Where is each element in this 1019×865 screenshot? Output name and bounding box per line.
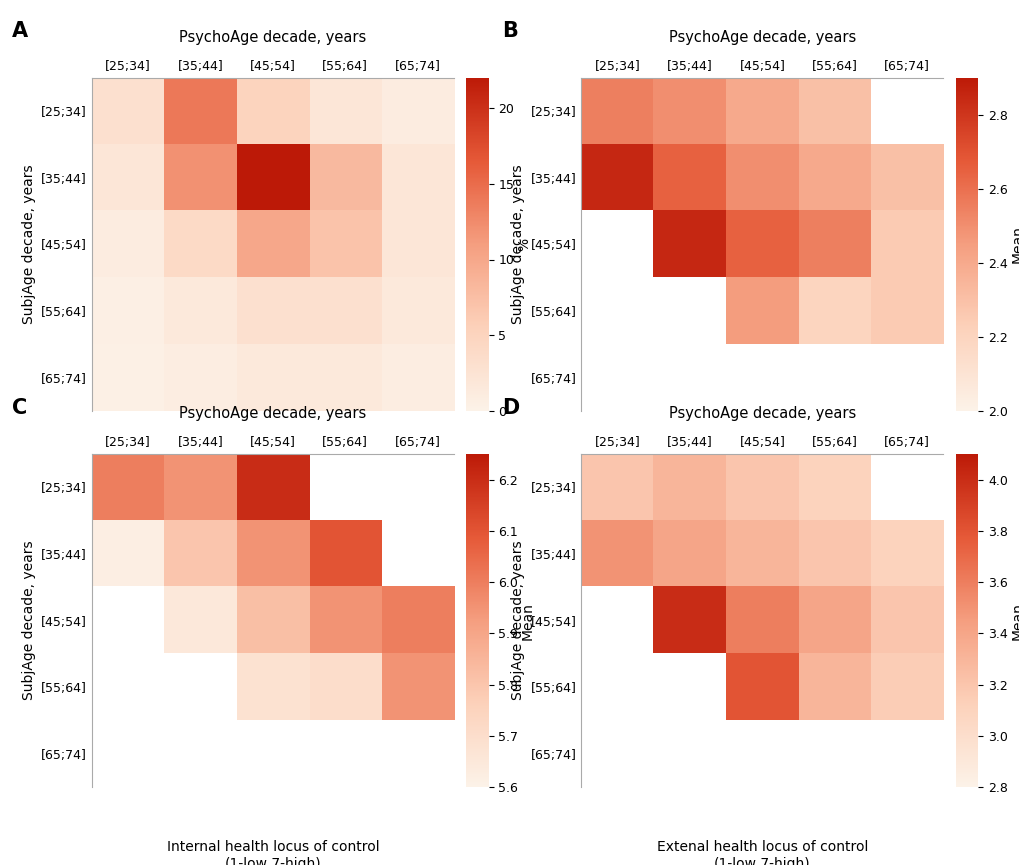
Y-axis label: SubjAge decade, years: SubjAge decade, years xyxy=(511,164,525,324)
Text: C: C xyxy=(12,398,28,418)
Y-axis label: Mean: Mean xyxy=(1010,602,1019,639)
Title: PsychoAge decade, years: PsychoAge decade, years xyxy=(179,29,366,45)
Y-axis label: Mean: Mean xyxy=(1010,226,1019,263)
Y-axis label: SubjAge decade, years: SubjAge decade, years xyxy=(21,164,36,324)
Text: A: A xyxy=(12,22,29,42)
Text: D: D xyxy=(501,398,519,418)
Text: Internal health locus of control
(1-low,7-high): Internal health locus of control (1-low,… xyxy=(166,841,379,865)
Y-axis label: SubjAge decade, years: SubjAge decade, years xyxy=(511,541,525,701)
Y-axis label: Mean: Mean xyxy=(521,602,535,639)
Title: PsychoAge decade, years: PsychoAge decade, years xyxy=(668,29,855,45)
Title: PsychoAge decade, years: PsychoAge decade, years xyxy=(668,406,855,421)
Title: PsychoAge decade, years: PsychoAge decade, years xyxy=(179,406,366,421)
Text: Neuroticism personality trait
(1-low,4-high): Neuroticism personality trait (1-low,4-h… xyxy=(662,465,861,495)
Text: B: B xyxy=(501,22,517,42)
Text: Extenal health locus of control
(1-low,7-high): Extenal health locus of control (1-low,7… xyxy=(656,841,867,865)
Y-axis label: %: % xyxy=(517,238,531,251)
Y-axis label: SubjAge decade, years: SubjAge decade, years xyxy=(21,541,36,701)
